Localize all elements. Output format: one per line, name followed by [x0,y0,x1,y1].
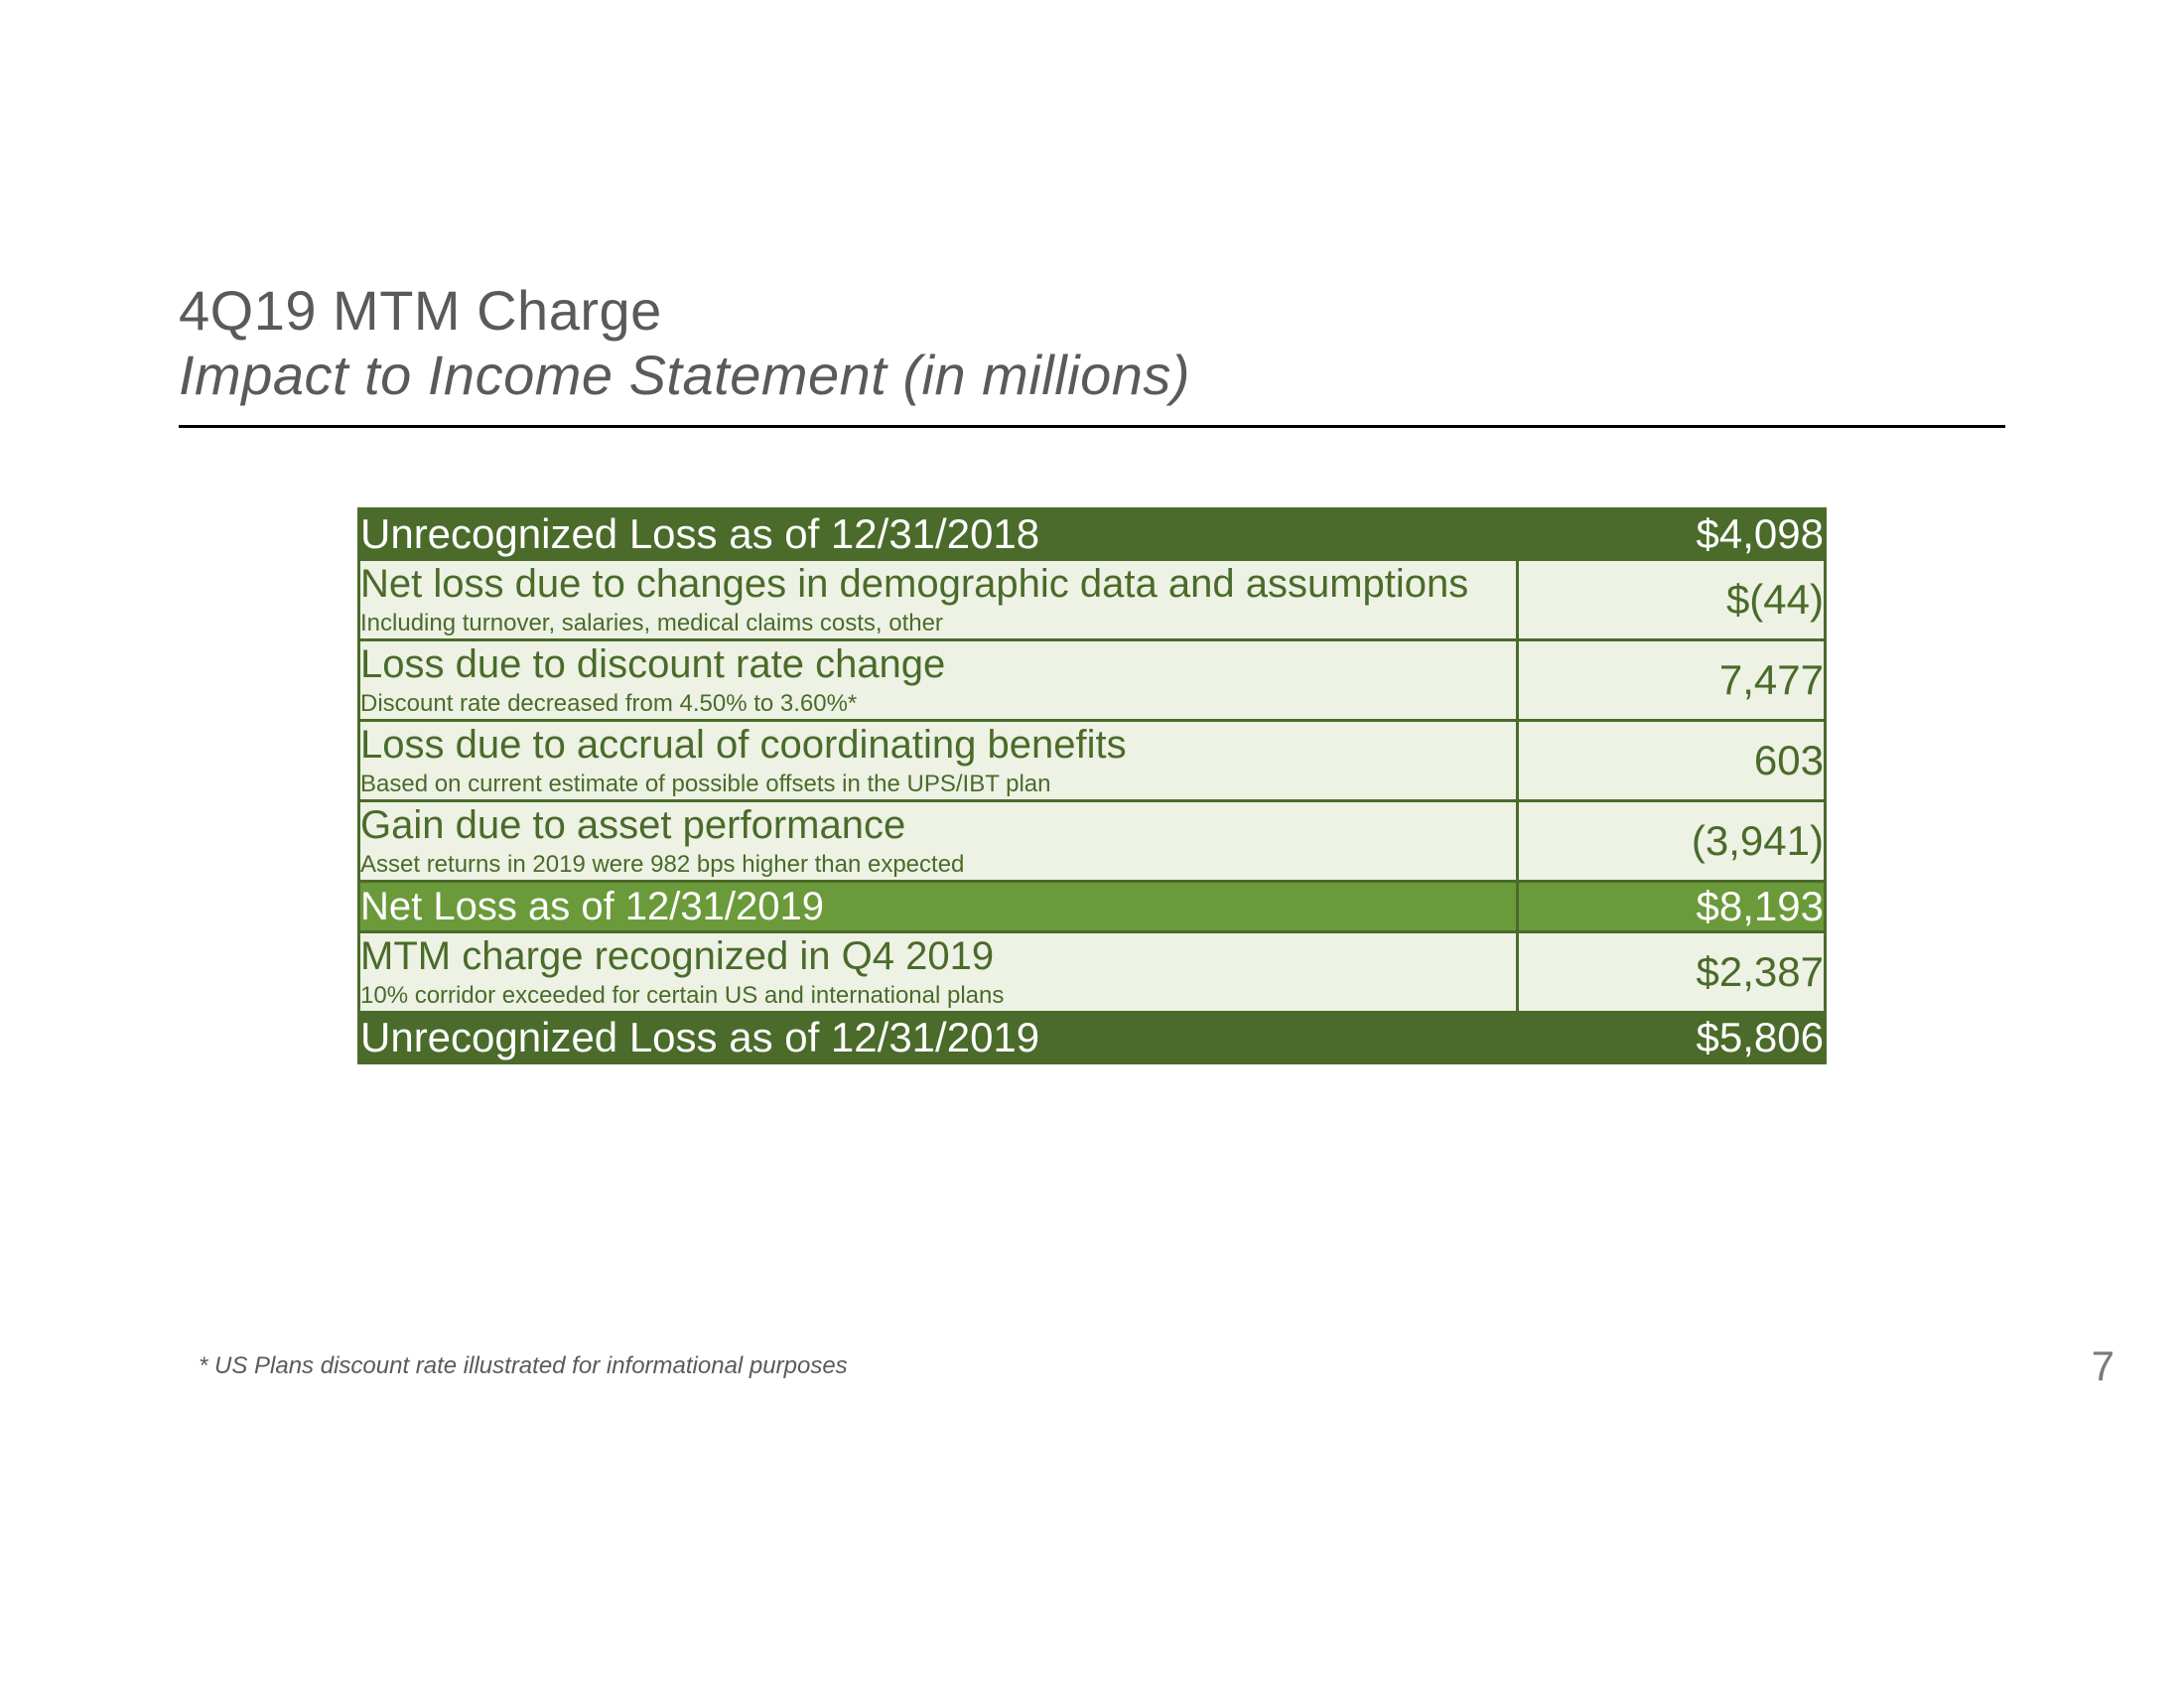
row-asset-performance: Gain due to asset performance Asset retu… [359,801,1826,882]
row-demographic-changes: Net loss due to changes in demographic d… [359,560,1826,640]
row-unrecognized-loss-2019: Unrecognized Loss as of 12/31/2019 $5,80… [359,1013,1826,1063]
row-value: (3,941) [1518,801,1826,882]
row-subtitle: Including turnover, salaries, medical cl… [360,609,1516,638]
row-title: Net loss due to changes in demographic d… [360,561,1516,607]
row-title: Unrecognized Loss as of 12/31/2019 [360,1014,1516,1061]
row-label-cell: Loss due to accrual of coordinating bene… [359,721,1518,801]
row-value: $5,806 [1518,1013,1826,1063]
row-label-cell: Unrecognized Loss as of 12/31/2019 [359,1013,1518,1063]
slide-subtitle: Impact to Income Statement (in millions) [179,343,2005,407]
row-label-cell: Net Loss as of 12/31/2019 [359,882,1518,932]
row-unrecognized-loss-2018: Unrecognized Loss as of 12/31/2018 $4,09… [359,509,1826,560]
page-number: 7 [2092,1342,2115,1390]
row-subtitle: 10% corridor exceeded for certain US and… [360,981,1516,1011]
footnote: * US Plans discount rate illustrated for… [199,1352,848,1380]
row-value: 7,477 [1518,640,1826,721]
row-label-cell: MTM charge recognized in Q4 2019 10% cor… [359,932,1518,1013]
slide: 4Q19 MTM Charge Impact to Income Stateme… [0,0,2184,1688]
row-title: Loss due to accrual of coordinating bene… [360,722,1516,768]
row-title: Gain due to asset performance [360,802,1516,848]
row-title: Loss due to discount rate change [360,641,1516,687]
title-block: 4Q19 MTM Charge Impact to Income Stateme… [179,278,2005,428]
row-value: $2,387 [1518,932,1826,1013]
row-subtitle: Discount rate decreased from 4.50% to 3.… [360,689,1516,719]
row-value: $8,193 [1518,882,1826,932]
row-label-cell: Gain due to asset performance Asset retu… [359,801,1518,882]
row-title: Unrecognized Loss as of 12/31/2018 [360,510,1516,558]
row-subtitle: Based on current estimate of possible of… [360,770,1516,799]
row-value: 603 [1518,721,1826,801]
row-value: $4,098 [1518,509,1826,560]
income-statement-table: Unrecognized Loss as of 12/31/2018 $4,09… [357,507,1827,1064]
row-subtitle: Asset returns in 2019 were 982 bps highe… [360,850,1516,880]
row-title: MTM charge recognized in Q4 2019 [360,933,1516,979]
row-value: $(44) [1518,560,1826,640]
row-label-cell: Unrecognized Loss as of 12/31/2018 [359,509,1518,560]
slide-title: 4Q19 MTM Charge [179,278,2005,343]
row-discount-rate-change: Loss due to discount rate change Discoun… [359,640,1826,721]
row-title: Net Loss as of 12/31/2019 [360,885,1516,929]
row-label-cell: Loss due to discount rate change Discoun… [359,640,1518,721]
row-accrual-coordinating-benefits: Loss due to accrual of coordinating bene… [359,721,1826,801]
row-mtm-charge-q4: MTM charge recognized in Q4 2019 10% cor… [359,932,1826,1013]
row-net-loss-2019: Net Loss as of 12/31/2019 $8,193 [359,882,1826,932]
row-label-cell: Net loss due to changes in demographic d… [359,560,1518,640]
